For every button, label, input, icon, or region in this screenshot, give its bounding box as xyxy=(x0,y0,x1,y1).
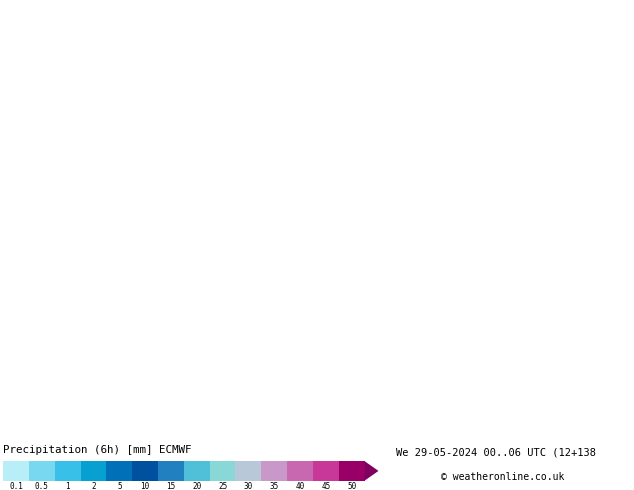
Text: 45: 45 xyxy=(321,482,330,490)
Bar xyxy=(235,461,261,481)
Bar xyxy=(184,461,210,481)
Bar xyxy=(107,461,133,481)
Text: 30: 30 xyxy=(243,482,253,490)
Text: 15: 15 xyxy=(166,482,176,490)
Polygon shape xyxy=(365,461,378,481)
Bar xyxy=(287,461,313,481)
Bar xyxy=(339,461,365,481)
Text: 35: 35 xyxy=(269,482,279,490)
Text: 10: 10 xyxy=(141,482,150,490)
Text: 0.1: 0.1 xyxy=(9,482,23,490)
Text: 50: 50 xyxy=(347,482,356,490)
Bar xyxy=(55,461,81,481)
Text: 25: 25 xyxy=(218,482,227,490)
Text: 5: 5 xyxy=(117,482,122,490)
Bar xyxy=(133,461,158,481)
Bar xyxy=(210,461,235,481)
Bar xyxy=(313,461,339,481)
Text: Precipitation (6h) [mm] ECMWF: Precipitation (6h) [mm] ECMWF xyxy=(3,445,191,455)
Text: 40: 40 xyxy=(295,482,305,490)
Text: © weatheronline.co.uk: © weatheronline.co.uk xyxy=(441,472,564,482)
Text: 2: 2 xyxy=(91,482,96,490)
Bar xyxy=(81,461,107,481)
Text: 0.5: 0.5 xyxy=(35,482,49,490)
Bar xyxy=(29,461,55,481)
Bar xyxy=(3,461,29,481)
Text: 20: 20 xyxy=(192,482,202,490)
Text: 1: 1 xyxy=(65,482,70,490)
Bar xyxy=(158,461,184,481)
Bar xyxy=(261,461,287,481)
Text: We 29-05-2024 00..06 UTC (12+138: We 29-05-2024 00..06 UTC (12+138 xyxy=(396,447,596,457)
